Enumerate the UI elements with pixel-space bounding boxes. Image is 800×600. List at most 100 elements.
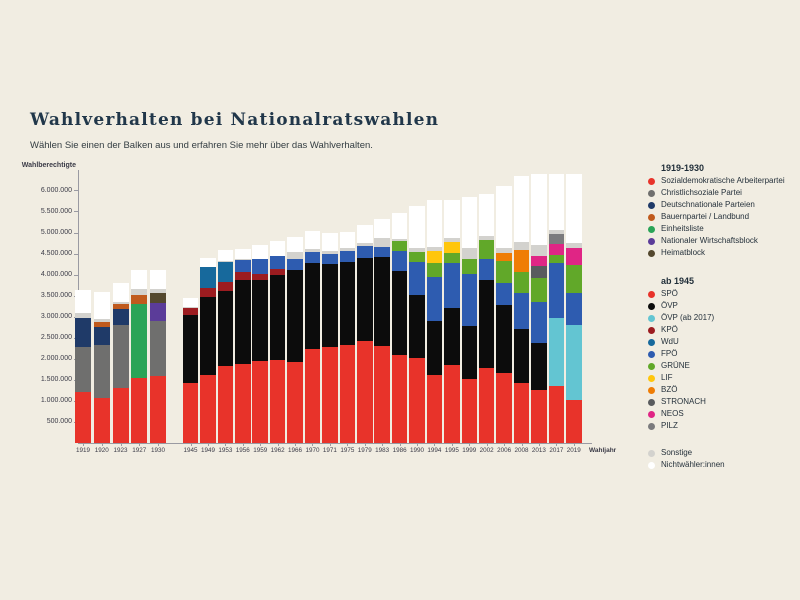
segment-sonstige	[217, 260, 234, 262]
segment-oevp	[322, 264, 338, 348]
bar-1959[interactable]	[252, 245, 268, 443]
bar-2017[interactable]	[548, 173, 565, 443]
bar-1970[interactable]	[304, 230, 321, 443]
segment-spoe	[566, 400, 582, 443]
segment-nw	[391, 213, 408, 240]
segment-sonstige	[200, 266, 216, 268]
segment-gruene	[513, 271, 530, 294]
segment-sdap	[150, 375, 166, 443]
x-tick-label-1930: 1930	[150, 447, 165, 454]
x-tick-label-2013: 2013	[531, 447, 546, 454]
bar-2006[interactable]	[496, 185, 512, 443]
segment-bzoe	[513, 249, 530, 272]
bar-1983[interactable]	[374, 219, 390, 443]
segment-wdu	[217, 261, 234, 282]
segment-gruene	[478, 239, 495, 260]
segment-cs	[93, 345, 110, 398]
bar-1962[interactable]	[269, 240, 286, 443]
legend-item-dn: Deutschnationale Parteien	[648, 200, 798, 210]
segment-fpoe	[304, 252, 321, 264]
segment-gruene	[496, 261, 512, 284]
bar-1945[interactable]	[182, 297, 199, 443]
bar-1953[interactable]	[217, 249, 234, 443]
x-tick-label-1983: 1983	[375, 447, 390, 454]
bar-2013[interactable]	[531, 174, 547, 443]
segment-spoe	[409, 358, 425, 443]
legend-label: Nationaler Wirtschaftsblock	[661, 235, 758, 245]
x-tick-mark	[469, 443, 471, 446]
x-tick-label-1927: 1927	[132, 447, 147, 454]
segment-fpoe	[531, 302, 547, 343]
x-tick-mark	[521, 443, 523, 446]
bar-1999[interactable]	[461, 197, 478, 443]
legend-dot-dn	[648, 201, 655, 209]
bar-1949[interactable]	[200, 258, 216, 443]
legend-dot-fpoe	[648, 350, 655, 358]
page-title: Wahlverhalten bei Nationalratswahlen	[30, 110, 440, 130]
segment-fpoe	[478, 259, 495, 281]
legend-item-cs: Christlichsoziale Partei	[648, 188, 798, 198]
y-tick-label: 3.500.000	[40, 292, 72, 300]
segment-sonstige	[426, 246, 443, 252]
bar-1930[interactable]	[150, 269, 166, 443]
segment-bzoe	[496, 252, 512, 262]
segment-spoe	[513, 382, 530, 443]
segment-sonstige	[339, 248, 356, 252]
segment-nw	[131, 269, 148, 290]
x-tick-label-1962: 1962	[270, 447, 285, 454]
x-tick-mark	[451, 443, 453, 446]
legend-item-sdap: Sozialdemokratische Arbeiterpartei	[648, 176, 798, 186]
page-subtitle: Wählen Sie einen der Balken aus und erfa…	[30, 140, 373, 151]
bar-1923[interactable]	[112, 282, 129, 443]
segment-spoe	[357, 341, 373, 443]
segment-nw	[252, 245, 268, 260]
x-tick-label-1919: 1919	[75, 447, 90, 454]
x-tick-label-1994: 1994	[427, 447, 442, 454]
bar-1994[interactable]	[426, 199, 443, 443]
bar-1919[interactable]	[75, 290, 91, 443]
legend-label: LIF	[661, 372, 673, 382]
segment-fpoe	[461, 273, 478, 327]
segment-spoe	[322, 347, 338, 443]
bar-1927[interactable]	[131, 269, 148, 443]
segment-gruene	[409, 252, 425, 262]
segment-nw	[217, 249, 234, 261]
bar-1966[interactable]	[287, 237, 303, 443]
segment-gruene	[548, 254, 565, 264]
bar-1956[interactable]	[235, 248, 251, 443]
bar-1995[interactable]	[444, 200, 460, 443]
segment-lif	[426, 251, 443, 263]
bar-1979[interactable]	[357, 224, 373, 443]
x-tick-label-1979: 1979	[357, 447, 372, 454]
segment-nw	[75, 290, 91, 314]
segment-el	[131, 304, 148, 379]
segment-oevp	[478, 280, 495, 368]
segment-sonstige	[112, 301, 129, 305]
segment-oevp	[444, 307, 460, 366]
y-tick-mark	[74, 274, 78, 276]
x-tick-label-1956: 1956	[235, 447, 250, 454]
legend-item-neos: NEOS	[648, 409, 798, 419]
segment-nw	[112, 282, 129, 302]
bar-2002[interactable]	[478, 194, 495, 443]
legend-label: GRÜNE	[661, 360, 690, 370]
segment-sonstige	[150, 289, 166, 293]
legend-label: Sozialdemokratische Arbeiterpartei	[661, 176, 785, 185]
bar-1986[interactable]	[391, 213, 408, 443]
segment-sonstige	[131, 289, 148, 295]
x-tick-label-1953: 1953	[218, 447, 233, 454]
bar-1920[interactable]	[93, 291, 110, 443]
segment-sonstige	[531, 245, 547, 257]
segment-nw	[287, 237, 303, 252]
segment-oevp2017	[566, 325, 582, 401]
segment-spoe	[217, 366, 234, 443]
x-tick-label-1966: 1966	[288, 447, 303, 454]
bar-2008[interactable]	[513, 176, 530, 443]
y-tick-label: 5.000.000	[40, 229, 72, 236]
bar-2019[interactable]	[566, 173, 582, 443]
bar-1971[interactable]	[322, 233, 338, 443]
segment-oevp	[409, 294, 425, 359]
bar-1990[interactable]	[409, 206, 425, 443]
bar-1975[interactable]	[339, 231, 356, 443]
segment-cs	[112, 325, 129, 388]
